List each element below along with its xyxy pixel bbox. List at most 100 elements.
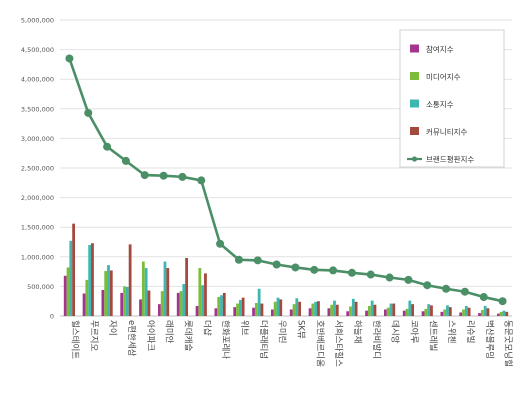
line-point	[423, 281, 432, 290]
x-tick-label: 아이파크	[145, 320, 156, 351]
bar	[464, 305, 468, 316]
bar	[289, 309, 293, 316]
bar	[351, 298, 355, 316]
x-tick-label: 서희스타힐스	[333, 320, 344, 367]
x-tick-label: 위브	[239, 320, 249, 336]
y-tick-label: 4,500,000	[21, 46, 54, 54]
legend-label: 참여지수	[426, 44, 454, 54]
bar	[279, 299, 283, 316]
bar	[233, 307, 237, 316]
line-point	[291, 263, 300, 272]
bar	[91, 243, 94, 316]
line-point	[385, 273, 394, 282]
bar	[104, 271, 108, 316]
bar	[411, 304, 415, 316]
line-point	[329, 266, 338, 275]
bar	[144, 268, 148, 316]
bar	[443, 309, 447, 316]
legend-label: 브랜드평판지수	[426, 154, 474, 164]
bar	[430, 305, 433, 316]
bar	[176, 292, 180, 316]
bar	[179, 291, 183, 316]
x-tick-label: 더샵	[201, 320, 212, 336]
x-tick-label: 자이	[107, 320, 118, 336]
bar	[109, 270, 113, 316]
bar	[467, 307, 471, 316]
bar	[160, 291, 164, 316]
y-tick-label: 1,500,000	[21, 224, 54, 232]
bar	[166, 268, 170, 316]
bar	[185, 257, 189, 316]
bar	[314, 301, 318, 316]
bar	[499, 311, 503, 316]
bar	[198, 268, 202, 316]
legend-label: 소통지수	[426, 100, 454, 109]
bar	[72, 223, 76, 316]
bar	[335, 304, 339, 316]
bar	[217, 297, 221, 316]
bar	[486, 308, 490, 316]
bar	[201, 285, 205, 316]
bar	[147, 290, 151, 316]
bar	[107, 265, 110, 316]
y-tick-label: 5,000,000	[21, 17, 54, 25]
bar	[195, 305, 199, 316]
bar	[123, 286, 126, 316]
legend-swatch	[410, 72, 419, 80]
bar	[392, 303, 396, 316]
bar	[141, 261, 145, 316]
bar	[270, 309, 274, 316]
bar	[370, 300, 374, 316]
bar	[63, 275, 67, 316]
line-point	[442, 284, 451, 293]
bar	[257, 288, 261, 316]
line-layer	[65, 54, 507, 306]
bar	[427, 304, 431, 316]
line-point	[310, 265, 319, 274]
line-point	[404, 275, 413, 284]
bar	[88, 244, 92, 316]
bar	[66, 267, 70, 316]
bar	[308, 308, 312, 316]
bar	[462, 309, 465, 316]
bar	[330, 304, 334, 316]
line-point	[178, 172, 187, 181]
line-point	[197, 176, 206, 185]
y-tick-label: 0	[50, 313, 54, 321]
bar	[311, 303, 315, 316]
x-tick-label: 센트레빌	[427, 320, 438, 351]
y-tick-label: 3,000,000	[21, 135, 54, 143]
bar	[405, 308, 409, 316]
y-tick-label: 500,000	[27, 283, 54, 291]
bar	[120, 292, 124, 316]
bar	[346, 311, 350, 316]
y-axis: 0 500,000 1,000,000 1,500,000 2,000,000 2,500…	[21, 17, 54, 321]
y-tick-label: 4,000,000	[21, 76, 54, 84]
legend-label: 커뮤니티지수	[426, 128, 467, 137]
bar	[408, 300, 412, 316]
bar	[446, 305, 449, 316]
bar	[292, 304, 296, 316]
bar	[333, 300, 336, 316]
bar	[298, 301, 302, 316]
line-point	[121, 156, 130, 165]
legend-swatch	[410, 127, 419, 135]
bar	[163, 261, 167, 316]
bar	[349, 306, 352, 316]
bar	[273, 301, 277, 316]
bar	[502, 310, 506, 316]
bar	[480, 310, 484, 316]
legend-box	[399, 29, 505, 168]
bar	[354, 301, 358, 316]
bar	[386, 307, 390, 316]
bar	[254, 302, 258, 316]
x-tick-label: 래미안	[164, 320, 175, 344]
bar	[238, 300, 242, 316]
bar	[204, 273, 207, 316]
legend-label: 미디어지수	[426, 72, 461, 82]
x-tick-label: 코아루	[408, 320, 419, 344]
line-point	[103, 142, 112, 151]
